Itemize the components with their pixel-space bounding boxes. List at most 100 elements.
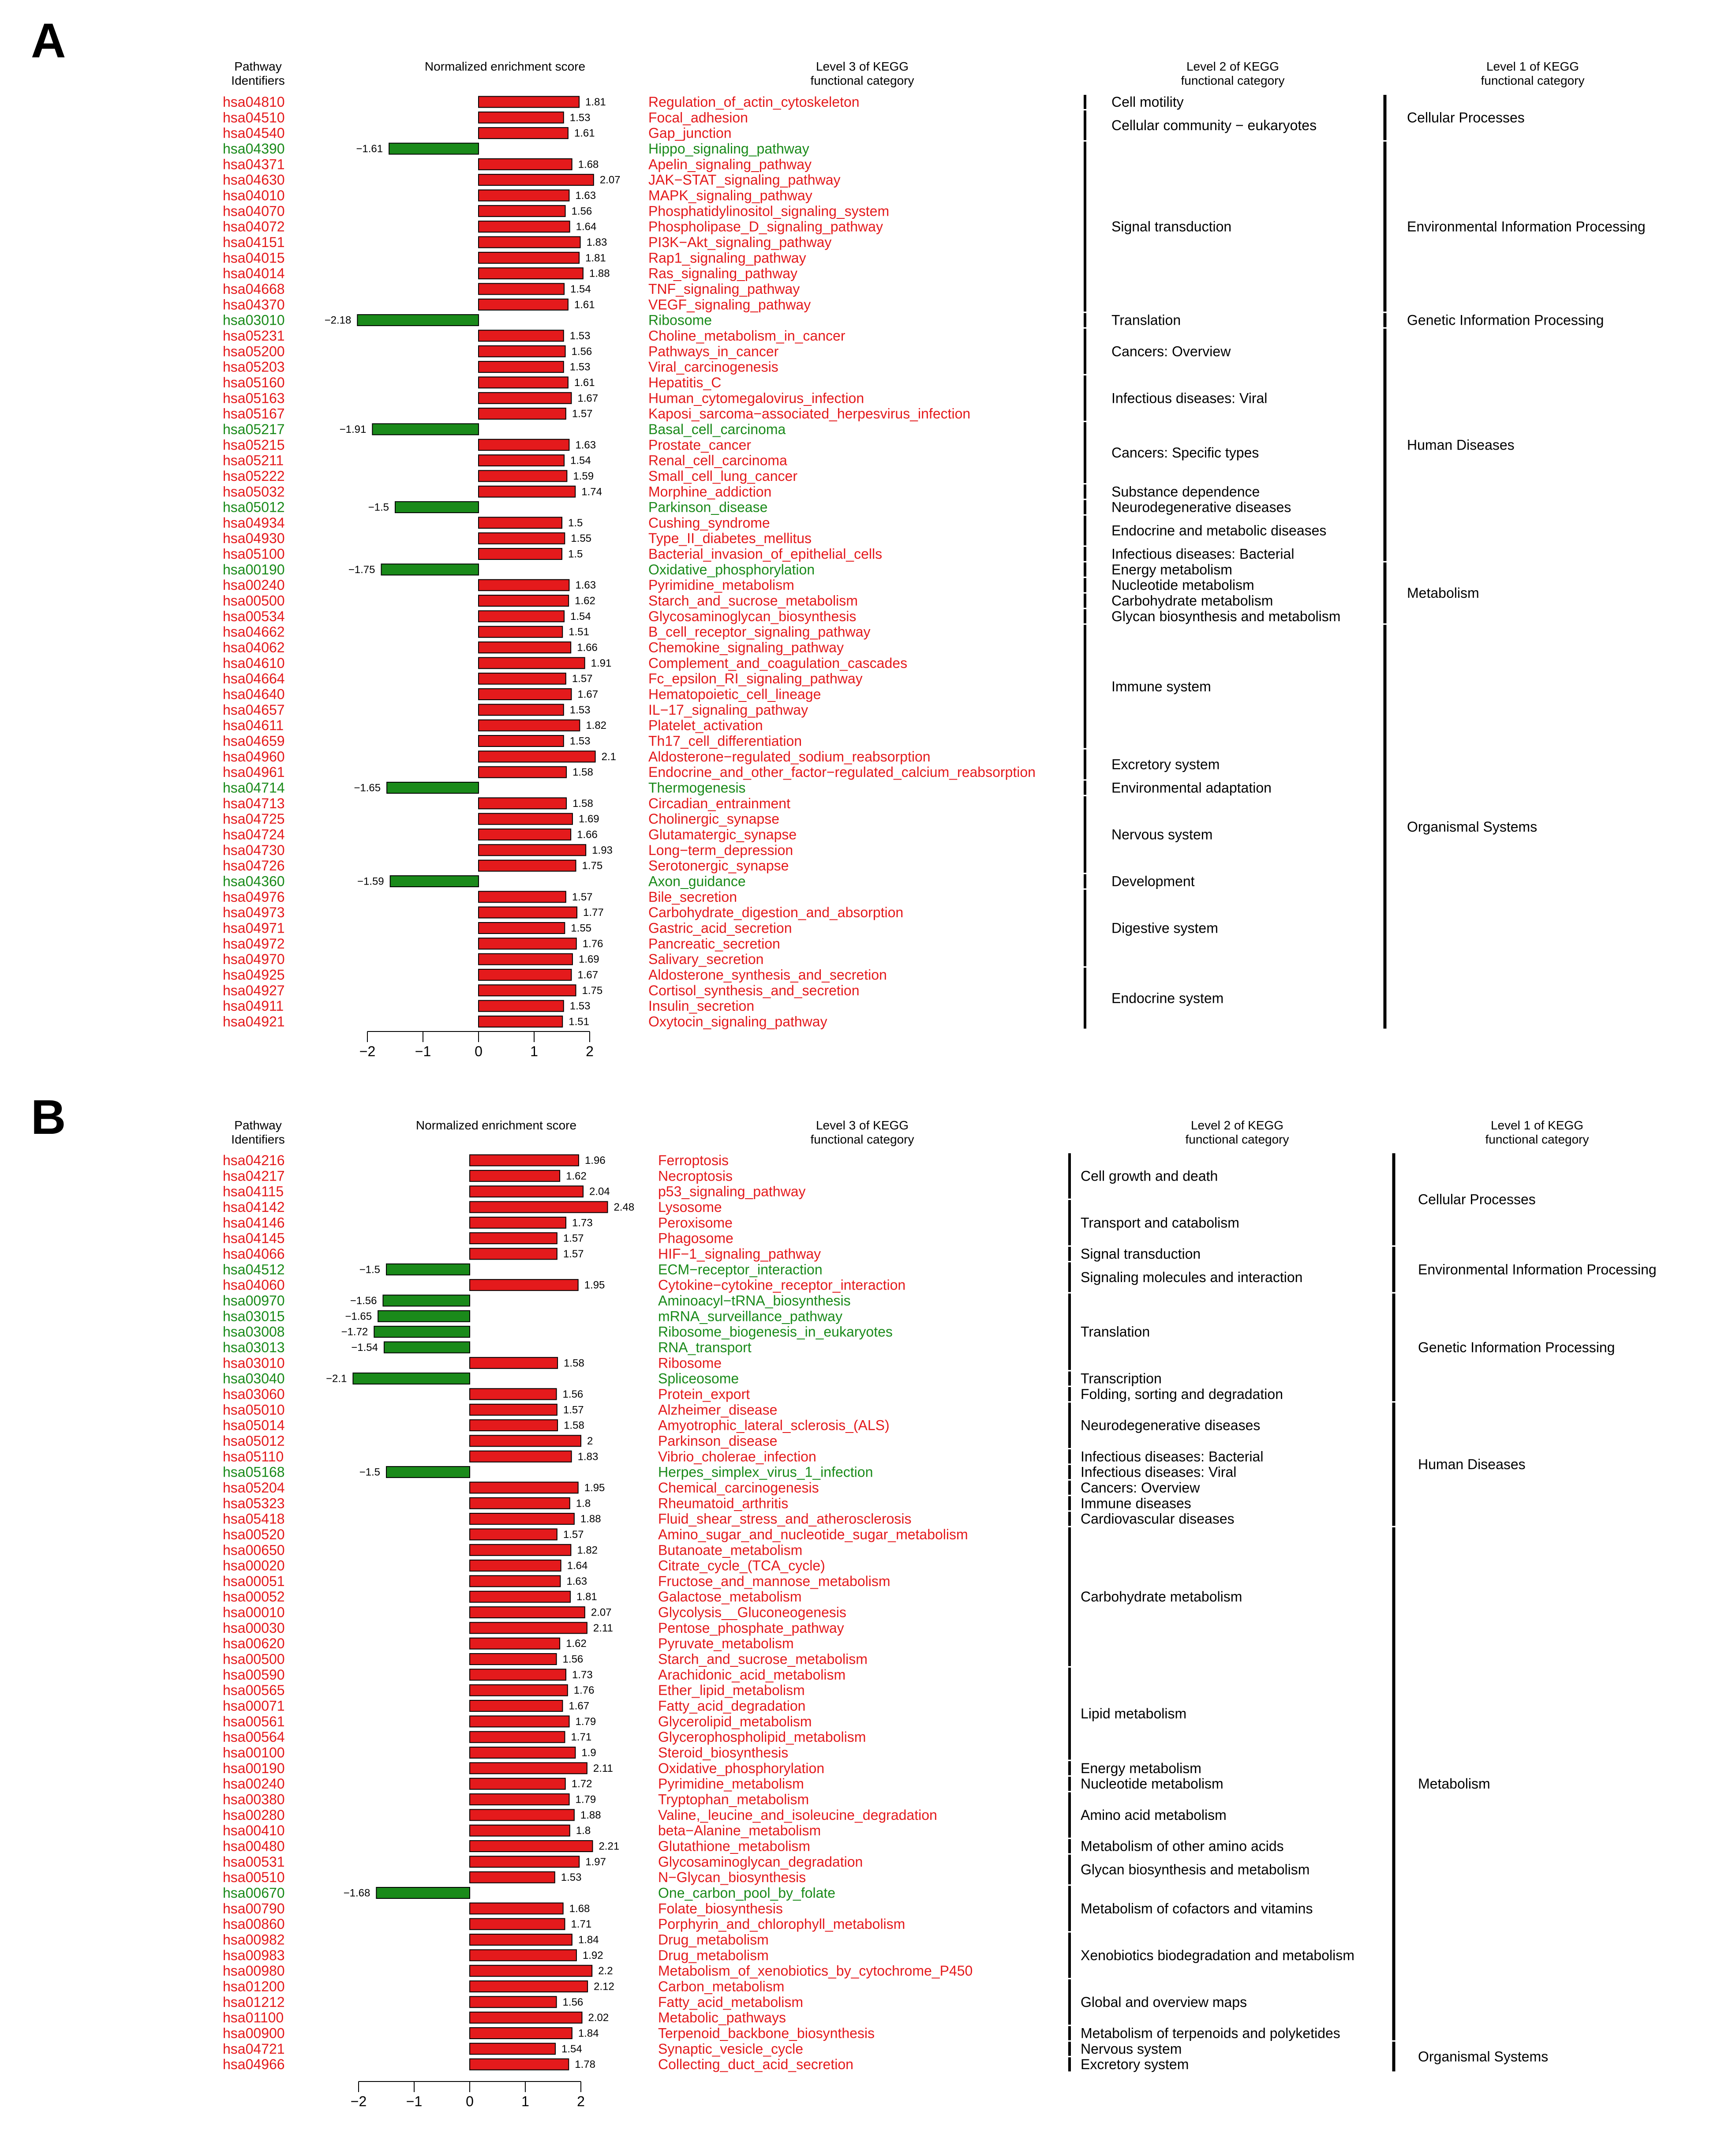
pathway-name: JAK−STAT_signaling_pathway (648, 172, 841, 188)
level1-label: Genetic Information Processing (1418, 1339, 1615, 1355)
score-value-label: 1.53 (570, 112, 591, 124)
pathway-name: Renal_cell_carcinoma (648, 453, 787, 469)
score-bar (478, 595, 569, 607)
pathway-name: Oxidative_phosphorylation (658, 1760, 824, 1776)
score-bar (478, 953, 573, 965)
pathway-name: Thermogenesis (648, 780, 746, 796)
score-value-label: 1.63 (575, 190, 596, 202)
score-value-label: 1.67 (577, 689, 598, 701)
score-value-label: 1.54 (570, 455, 591, 467)
x-axis-tick-label: −2 (351, 2093, 367, 2109)
score-bar (469, 1544, 572, 1556)
pathway-id: hsa00520 (223, 1526, 285, 1542)
score-bar (478, 829, 572, 841)
pathway-id: hsa03013 (223, 1339, 285, 1355)
pathway-name: Regulation_of_actin_cytoskeleton (648, 94, 860, 110)
header-level3: Level 3 of KEGG (816, 1118, 909, 1132)
pathway-name: Rheumatoid_arthritis (658, 1495, 788, 1511)
score-bar (478, 750, 596, 763)
pathway-id: hsa04911 (223, 998, 284, 1014)
score-bar (469, 1388, 557, 1400)
pathway-name: Prostate_cancer (648, 437, 751, 453)
score-bar (478, 439, 570, 451)
pathway-name: Chemokine_signaling_pathway (648, 640, 844, 656)
pathway-name: Fc_epsilon_RI_signaling_pathway (648, 671, 863, 686)
score-bar (478, 470, 568, 482)
pathway-id: hsa01200 (223, 1978, 285, 1994)
header-level3: Level 3 of KEGG (816, 60, 909, 73)
level2-label: Signaling molecules and interaction (1081, 1269, 1302, 1285)
level2-label: Metabolism of terpenoids and polyketides (1081, 2025, 1340, 2041)
pathway-id: hsa00670 (223, 1885, 285, 1901)
level2-label: Immune diseases (1081, 1495, 1191, 1511)
score-value-label: 1.76 (583, 938, 603, 950)
pathway-name: Oxytocin_signaling_pathway (648, 1013, 827, 1029)
score-value-label: −1.65 (345, 1310, 372, 1322)
pathway-name: Axon_guidance (648, 874, 746, 889)
score-value-label: 1.82 (586, 720, 606, 731)
pathway-id: hsa04961 (223, 764, 285, 780)
score-value-label: 1.56 (563, 1996, 584, 2008)
score-bar (469, 1637, 561, 1650)
header-level1: Level 1 of KEGG (1491, 1118, 1583, 1132)
level2-label: Cancers: Overview (1081, 1480, 1200, 1496)
pathway-id: hsa04640 (223, 686, 285, 702)
level2-label: Infectious diseases: Bacterial (1081, 1448, 1263, 1464)
level2-label: Cell growth and death (1081, 1168, 1218, 1184)
level2-label: Cellular community − eukaryotes (1111, 117, 1317, 133)
header-pathway-identifiers: Pathway (234, 1118, 281, 1132)
score-bar (469, 1528, 557, 1541)
score-value-label: 1.53 (570, 735, 591, 747)
pathway-id: hsa04216 (223, 1152, 285, 1168)
pathway-name: Ether_lipid_metabolism (658, 1682, 805, 1698)
score-value-label: 1.91 (591, 657, 612, 669)
level2-label: Signal transduction (1111, 219, 1231, 235)
score-value-label: −1.75 (348, 564, 375, 576)
score-value-label: 2 (587, 1435, 593, 1447)
score-bar (372, 423, 479, 435)
score-value-label: 1.62 (566, 1170, 587, 1182)
score-value-label: 2.11 (593, 1763, 613, 1774)
pathway-name: Cholinergic_synapse (648, 811, 779, 827)
score-bar (469, 1918, 565, 1930)
pathway-id: hsa04657 (223, 702, 285, 718)
pathway-name: Circadian_entrainment (648, 795, 790, 811)
pathway-id: hsa04714 (223, 780, 285, 796)
pathway-id: hsa04960 (223, 749, 285, 765)
level2-label: Infectious diseases: Viral (1111, 390, 1267, 406)
score-bar (478, 189, 570, 202)
pathway-name: Lysosome (658, 1199, 722, 1215)
score-bar (383, 1341, 471, 1354)
score-bar (478, 984, 576, 997)
pathway-id: hsa04015 (223, 250, 285, 266)
score-bar (469, 1248, 557, 1260)
pathway-id: hsa05167 (223, 406, 285, 422)
pathway-id: hsa03040 (223, 1371, 285, 1387)
pathway-name: Chemical_carcinogenesis (658, 1480, 819, 1496)
score-bar (478, 579, 570, 591)
header-normalized-enrichment-score: Normalized enrichment score (425, 60, 585, 73)
pathway-id: hsa00480 (223, 1838, 285, 1854)
score-bar (478, 891, 566, 903)
score-bar (469, 1450, 572, 1463)
level1-label: Metabolism (1407, 585, 1479, 601)
score-bar (469, 1824, 570, 1837)
score-value-label: 1.67 (569, 1700, 589, 1712)
score-bar (469, 2058, 569, 2070)
level2-label: Cell motility (1111, 94, 1184, 110)
score-bar (478, 532, 565, 544)
score-bar (478, 267, 584, 280)
pathway-id: hsa04662 (223, 624, 285, 640)
score-bar (469, 2027, 572, 2039)
score-bar (469, 1154, 579, 1166)
pathway-id: hsa05222 (223, 468, 285, 484)
pathway-id: hsa04925 (223, 967, 285, 983)
score-value-label: 2.07 (591, 1607, 612, 1619)
level2-label: Neurodegenerative diseases (1111, 499, 1291, 515)
score-bar (469, 1700, 563, 1712)
pathway-name: Pyrimidine_metabolism (648, 577, 794, 593)
pathway-name: Necroptosis (658, 1168, 733, 1184)
pathway-id: hsa05012 (223, 1433, 285, 1449)
pathway-name: Platelet_activation (648, 717, 763, 733)
score-value-label: −2.18 (325, 315, 352, 326)
